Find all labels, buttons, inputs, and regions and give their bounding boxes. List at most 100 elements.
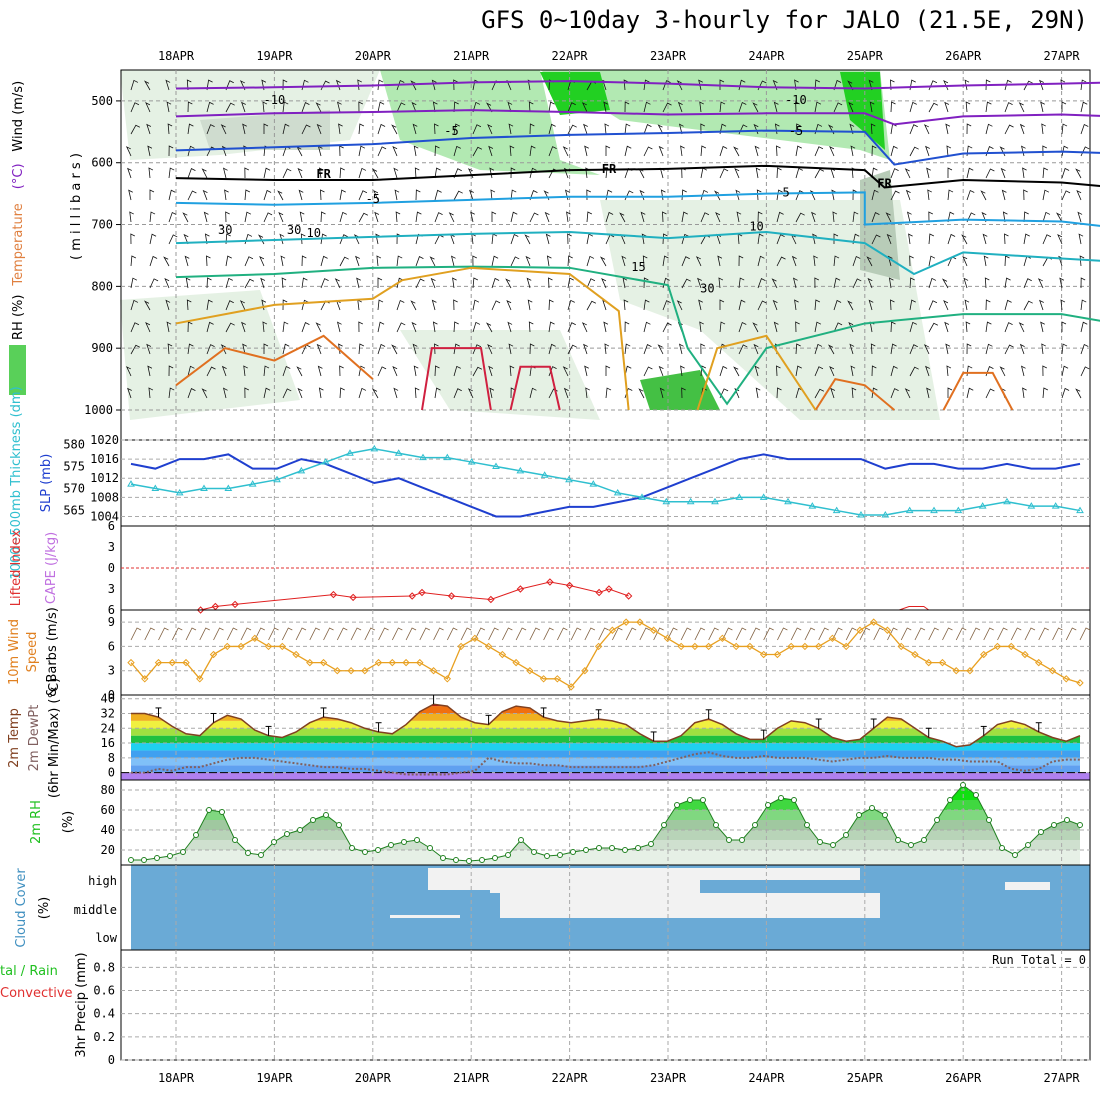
wind-speed-marker <box>196 675 204 683</box>
wind-barb <box>221 365 227 377</box>
wind-barb <box>254 627 265 641</box>
wind-barb <box>279 233 285 245</box>
wind-barb <box>966 365 973 377</box>
wind-barb <box>1042 167 1049 179</box>
wind-barb <box>928 211 934 223</box>
cloud-clear <box>390 915 460 918</box>
wind-barb <box>168 167 175 179</box>
rh-marker <box>310 817 316 823</box>
x-tick-label-bottom: 18APR <box>158 1071 195 1085</box>
wind-barb <box>849 343 855 355</box>
wind-barb <box>396 322 406 333</box>
wind-barb <box>320 233 327 245</box>
y-tick-label: 40 <box>101 823 115 837</box>
wind-barb <box>452 277 457 289</box>
wind-barb <box>318 387 324 399</box>
wind-barb <box>1004 344 1014 355</box>
wind-barb <box>145 322 151 333</box>
wind-barb <box>719 145 728 157</box>
wind-barb <box>1037 278 1044 289</box>
wind-barb <box>371 388 379 399</box>
y-tick-label: 60 <box>101 803 115 817</box>
wind-barb <box>315 102 322 113</box>
wind-barb <box>415 189 421 201</box>
wind-barb <box>567 299 575 311</box>
wind-barb <box>754 365 760 377</box>
wind-barb <box>832 627 843 641</box>
rh-marker <box>687 797 693 803</box>
wind-barb <box>168 365 174 377</box>
wind-barb <box>909 277 915 289</box>
wind-speed-marker <box>443 675 452 683</box>
y-tick-label: 80 <box>101 783 115 797</box>
wind-barb <box>280 255 286 267</box>
wind-barb <box>719 365 728 377</box>
wind-barb <box>206 299 213 311</box>
wind-barb <box>735 189 741 201</box>
rh-marker <box>232 837 238 843</box>
wind-barb <box>790 627 802 641</box>
rh-marker <box>557 852 563 858</box>
wind-barb <box>946 145 952 157</box>
wind-barb <box>890 299 895 311</box>
wind-barb <box>852 255 861 267</box>
wind-barb <box>1065 627 1077 641</box>
wind-barb <box>315 322 322 333</box>
wind-barb <box>281 277 287 289</box>
wind-barb <box>814 277 820 289</box>
wind-barb <box>605 145 611 156</box>
wind-barb <box>429 256 436 267</box>
wind-barb <box>755 387 761 399</box>
x-tick-label-bottom: 24APR <box>748 1071 785 1085</box>
wind-barb <box>316 343 322 355</box>
thickness-marker <box>540 471 549 478</box>
wind-barb <box>676 300 683 311</box>
isotherm-line <box>175 164 1100 189</box>
wind-barb <box>471 233 476 245</box>
wind-barb <box>295 627 307 641</box>
isotherm-line <box>509 365 561 411</box>
wind-barb <box>947 189 954 201</box>
wind-speed-marker <box>278 642 286 651</box>
wind-barb <box>1061 123 1068 135</box>
wind-barb <box>376 255 382 267</box>
wind-barb <box>966 189 975 201</box>
wind-barb <box>584 145 589 157</box>
wind-barb <box>624 321 630 333</box>
rh-marker <box>843 832 849 838</box>
rh-marker <box>336 822 342 828</box>
wind-barb <box>753 343 759 355</box>
wind-barb <box>1057 234 1063 245</box>
wind-barb <box>985 388 995 399</box>
wind-barb <box>263 167 271 179</box>
wind-barb <box>909 101 917 113</box>
wind-barb <box>432 321 438 333</box>
temp-band <box>131 757 1080 766</box>
wind-barb <box>168 387 175 399</box>
wind-barb <box>301 102 310 113</box>
wind-barb <box>1020 145 1026 157</box>
wind-speed-marker <box>237 642 245 651</box>
wind-speed-marker <box>897 642 905 651</box>
wind-barb <box>621 255 627 267</box>
wind-barb <box>662 80 671 91</box>
wind-barb <box>147 145 153 157</box>
thickness-marker <box>808 502 817 509</box>
wind-barb <box>449 233 455 245</box>
wind-barb <box>339 211 347 223</box>
wind-barb <box>771 278 778 289</box>
x-tick-label-bottom: 23APR <box>650 1071 687 1085</box>
wind-barb <box>166 321 172 333</box>
rh-marker <box>1012 852 1018 858</box>
thickness-marker <box>273 475 281 483</box>
thickness-marker <box>419 453 427 461</box>
wind-barb <box>909 146 919 157</box>
wind-barb <box>928 255 936 267</box>
wind-speed-marker <box>952 667 960 675</box>
wind-barb <box>391 344 398 355</box>
wind-barb <box>364 627 375 641</box>
wind-barb <box>659 387 665 399</box>
wind-barb <box>529 212 539 223</box>
wind-barb <box>985 123 993 135</box>
wind-barb <box>353 234 360 245</box>
